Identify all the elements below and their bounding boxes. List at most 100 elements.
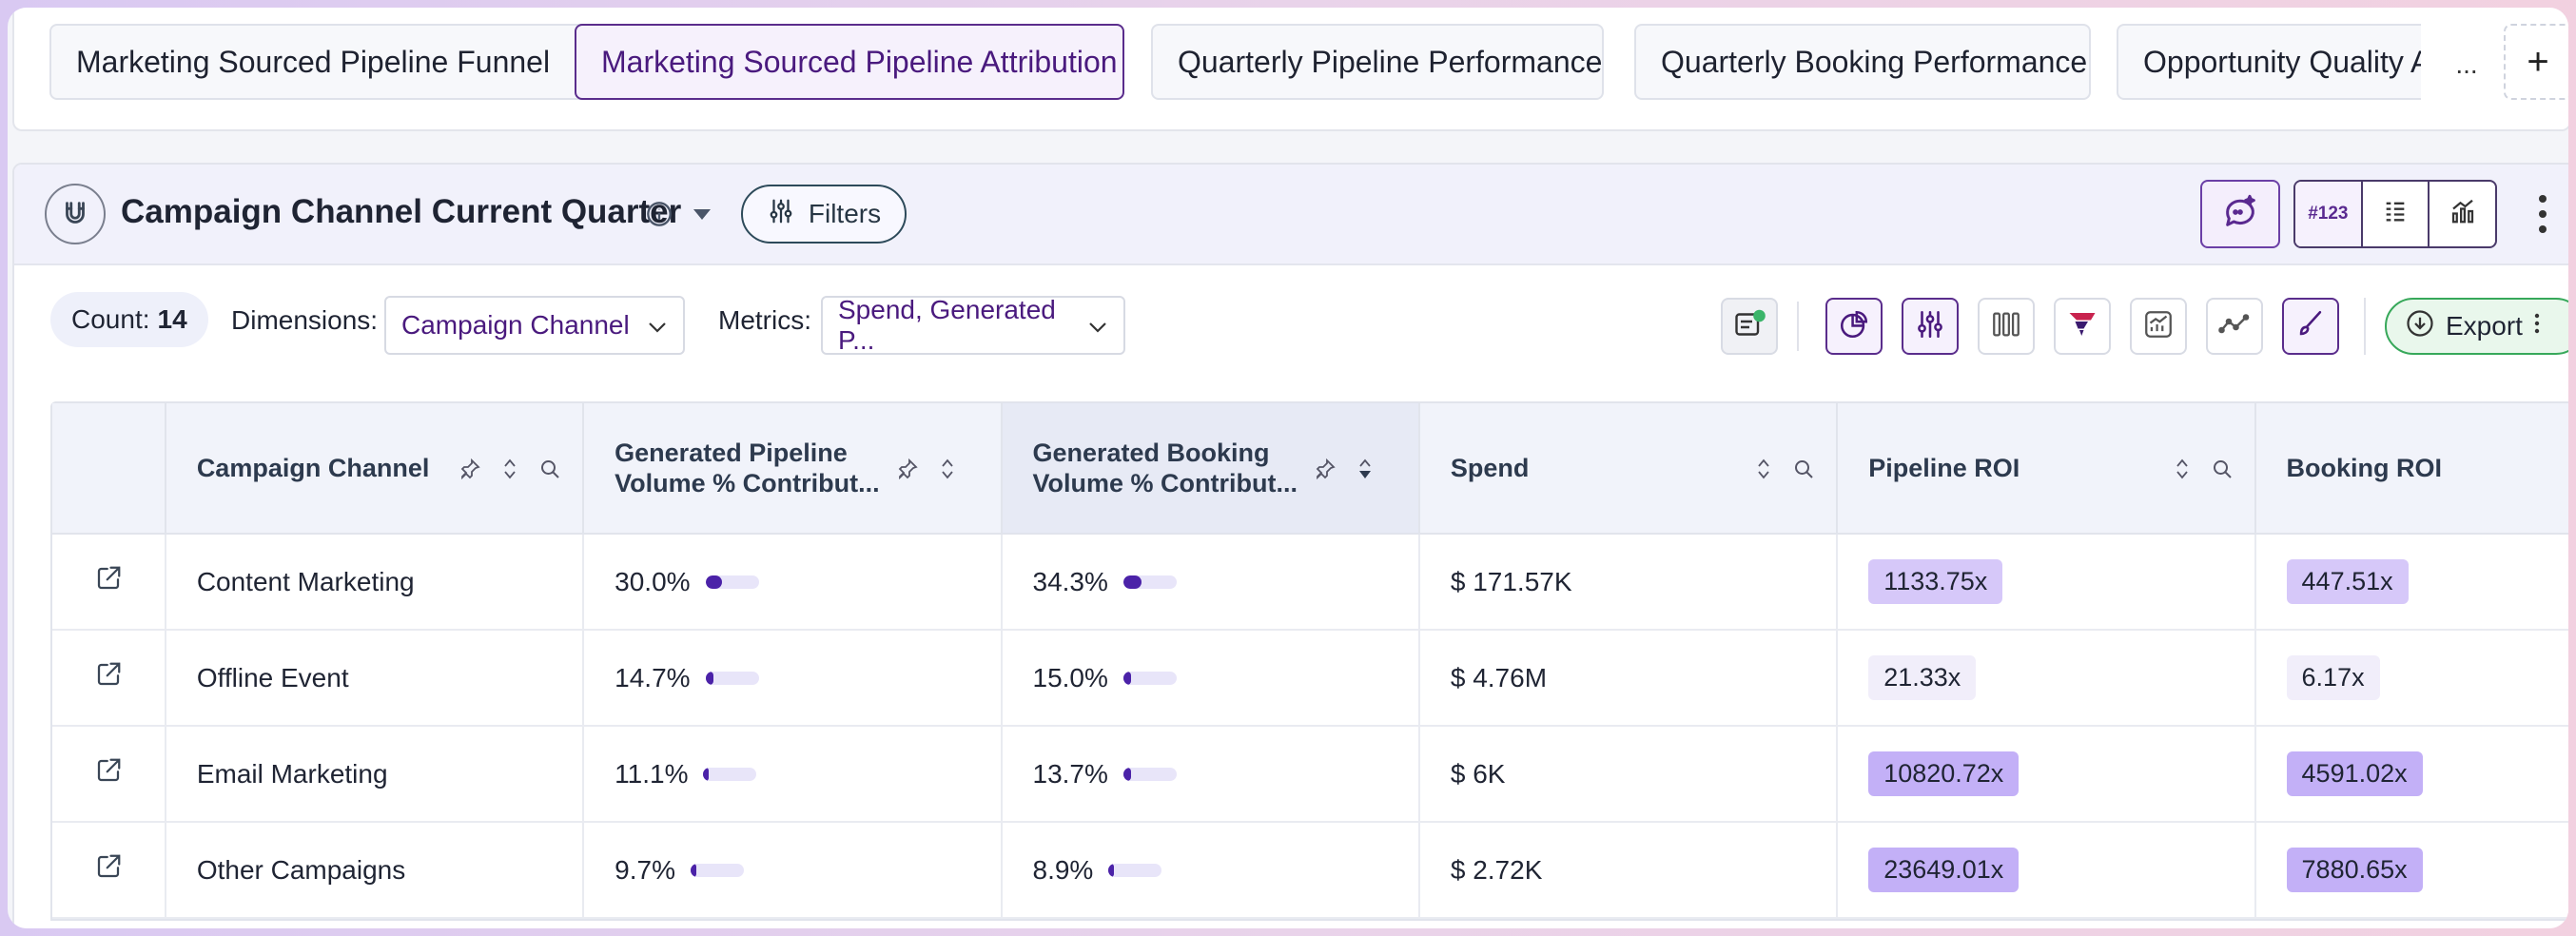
row-open-cell [52, 823, 166, 917]
header-generated-booking-volume[interactable]: Generated Booking Volume % Contribut... [1002, 403, 1420, 533]
pipeline-pct-value: 9.7% [615, 854, 675, 885]
spend-cell: $ 171.57K [1420, 535, 1839, 629]
booking-pct-bar [1108, 863, 1162, 877]
number-view-button[interactable]: #123 [2295, 182, 2363, 246]
sort-icon[interactable] [940, 457, 955, 488]
table-row[interactable]: Other Campaigns 9.7% 8.9% $ 2.72K 23649.01x 7… [52, 823, 2568, 919]
pie-chart-icon [1838, 308, 1870, 345]
header-pipeline-roi[interactable]: Pipeline ROI [1838, 403, 2256, 533]
booking-roi-badge: 7880.65x [2286, 848, 2423, 892]
sort-icon[interactable] [502, 457, 517, 488]
search-icon[interactable] [538, 458, 561, 487]
columns-icon [1990, 308, 2022, 345]
open-link-icon[interactable] [94, 564, 123, 599]
campaign-channel-cell: Other Campaigns [166, 823, 585, 917]
pipeline-roi-cell: 1133.75x [1838, 535, 2256, 629]
booking-pct-bar-fill [1122, 671, 1131, 685]
row-open-cell [52, 535, 166, 629]
header-spend[interactable]: Spend [1420, 403, 1839, 533]
tab-marketing-sourced-pipeline-funnel[interactable]: Marketing Sourced Pipeline Funnel [49, 24, 588, 100]
chart-view-icon [2449, 197, 2477, 231]
spend-cell: $ 4.76M [1420, 631, 1839, 725]
metrics-label: Metrics: [718, 305, 811, 335]
tab-marketing-sourced-pipeline-attribution[interactable]: Marketing Sourced Pipeline Attribution [575, 24, 1124, 100]
booking-roi-cell: 7880.65x [2256, 823, 2568, 917]
campaign-channel-cell: Email Marketing [166, 727, 585, 821]
combo-chart-icon [2142, 308, 2175, 345]
open-link-icon[interactable] [94, 660, 123, 695]
pin-icon[interactable] [1314, 458, 1337, 487]
header-label: Generated Booking Volume % Contribut... [1032, 439, 1298, 497]
metrics-value: Spend, Generated P... [838, 295, 1056, 355]
open-link-icon[interactable] [94, 852, 123, 887]
sort-desc-icon[interactable] [1357, 457, 1373, 488]
panel-more-menu-icon[interactable] [2537, 191, 2548, 242]
dimensions-label: Dimensions: [231, 305, 379, 335]
header-label: Booking ROI [2286, 454, 2443, 482]
export-button[interactable]: Export [2385, 298, 2568, 355]
booking-roi-badge: 6.17x [2286, 655, 2380, 700]
open-link-icon[interactable] [94, 756, 123, 791]
sort-icon[interactable] [1756, 457, 1771, 488]
adjust-settings-button[interactable] [1902, 298, 1959, 355]
header-actions-cell [52, 403, 166, 533]
funnel-chart-button[interactable] [2054, 298, 2111, 355]
row-count-badge: Count: 14 [50, 292, 208, 347]
line-chart-button[interactable] [2206, 298, 2263, 355]
sliders-icon [1914, 308, 1946, 345]
search-icon[interactable] [2211, 458, 2234, 487]
combo-chart-button[interactable] [2130, 298, 2187, 355]
export-menu-icon [2534, 311, 2540, 341]
booking-roi-cell: 4591.02x [2256, 727, 2568, 821]
style-brush-button[interactable] [2282, 298, 2339, 355]
add-tab-button[interactable]: + [2504, 24, 2568, 100]
table-row[interactable]: Content Marketing 30.0% 34.3% $ 171.57K 1133… [52, 535, 2568, 631]
dimensions-select[interactable]: Campaign Channel [384, 296, 685, 355]
header-campaign-channel[interactable]: Campaign Channel [166, 403, 585, 533]
header-label: Spend [1450, 454, 1530, 482]
column-layout-button[interactable] [1978, 298, 2035, 355]
booking-roi-badge: 447.51x [2286, 559, 2409, 604]
metrics-select[interactable]: Spend, Generated P... [821, 295, 1125, 355]
sort-icon[interactable] [2175, 457, 2190, 488]
table-view-button[interactable] [2363, 182, 2430, 246]
pin-icon[interactable] [459, 458, 481, 487]
booking-roi-cell: 447.51x [2256, 535, 2568, 629]
pie-chart-button[interactable] [1825, 298, 1883, 355]
pipeline-pct-value: 30.0% [615, 566, 691, 596]
caret-down-icon[interactable] [692, 206, 712, 226]
booking-pct-bar [1122, 575, 1177, 589]
pipeline-pct-cell: 30.0% [584, 535, 1003, 629]
more-tabs-button[interactable]: ... [2455, 49, 2478, 79]
booking-pct-cell: 13.7% [1003, 727, 1420, 821]
pipeline-pct-cell: 11.1% [584, 727, 1003, 821]
chart-view-button[interactable] [2430, 182, 2495, 246]
tab-quarterly-pipeline-performance[interactable]: Quarterly Pipeline Performance [1151, 24, 1604, 100]
pin-icon[interactable] [896, 458, 919, 487]
data-table: Campaign Channel Generated Pipeline Volu… [50, 401, 2568, 921]
pipeline-roi-badge: 23649.01x [1868, 848, 2020, 892]
tab-quarterly-booking-performance[interactable]: Quarterly Booking Performance [1634, 24, 2091, 100]
spend-cell: $ 6K [1420, 727, 1839, 821]
booking-pct-bar-fill [1122, 575, 1142, 589]
paintbrush-icon [2294, 308, 2327, 345]
table-row[interactable]: Email Marketing 11.1% 13.7% $ 6K 10820.72x 45… [52, 727, 2568, 823]
header-generated-pipeline-volume[interactable]: Generated Pipeline Volume % Contribut... [584, 403, 1003, 533]
funnel-chart-icon [2065, 307, 2099, 346]
pipeline-pct-bar [705, 671, 759, 685]
saved-view-button[interactable] [1721, 298, 1778, 355]
search-icon[interactable] [1792, 458, 1815, 487]
info-icon[interactable] [646, 201, 673, 232]
report-tab-bar: Marketing Sourced Pipeline Funnel Market… [12, 8, 2568, 131]
panel-title: Campaign Channel Current Quarter [121, 193, 682, 230]
pipeline-pct-bar-fill [705, 575, 722, 589]
table-row[interactable]: Offline Event 14.7% 15.0% $ 4.76M 21.33x 6.17… [52, 631, 2568, 727]
header-label: Campaign Channel [196, 454, 430, 482]
header-booking-roi[interactable]: Booking ROI [2256, 403, 2568, 533]
filters-button[interactable]: Filters [741, 185, 907, 244]
download-icon [2406, 309, 2434, 344]
ai-chat-button[interactable] [2200, 180, 2280, 248]
booking-pct-value: 8.9% [1032, 854, 1094, 885]
count-value: 14 [157, 304, 187, 334]
tab-opportunity-quality[interactable]: Opportunity Quality A [2117, 24, 2440, 100]
